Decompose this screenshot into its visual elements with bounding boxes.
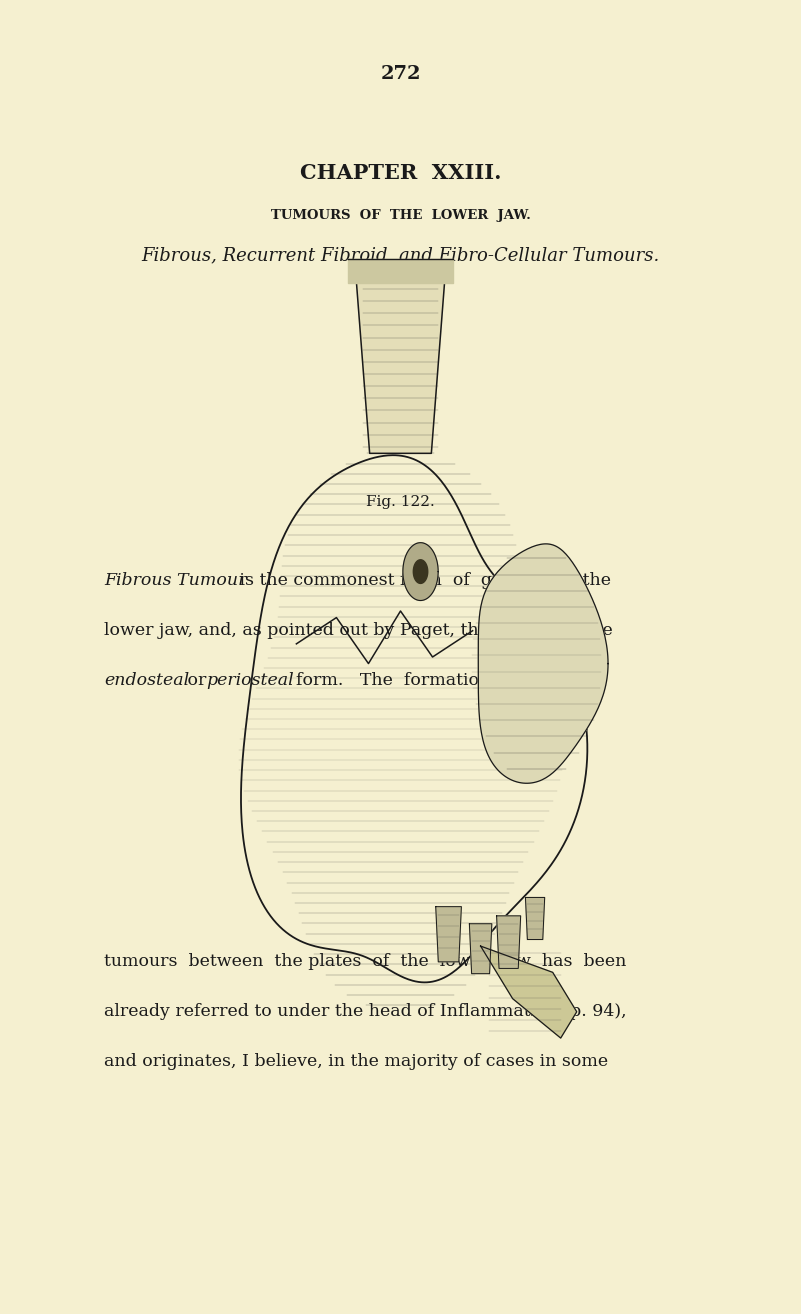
Polygon shape (241, 455, 587, 983)
Text: tumours  between  the plates  of  the  lower  jaw  has  been: tumours between the plates of the lower … (104, 954, 626, 970)
Text: lower jaw, and, as pointed out by Paget, this may take the: lower jaw, and, as pointed out by Paget,… (104, 623, 613, 639)
Text: is the commonest form  of  growth  in  the: is the commonest form of growth in the (234, 573, 611, 589)
Text: and originates, I believe, in the majority of cases in some: and originates, I believe, in the majori… (104, 1054, 608, 1070)
Text: endosteal: endosteal (104, 673, 189, 689)
Text: Fibrous Tumour: Fibrous Tumour (104, 573, 247, 589)
Text: 272: 272 (380, 64, 421, 83)
Text: form.   The  formation  of  fibrous: form. The formation of fibrous (285, 673, 591, 689)
Polygon shape (469, 924, 492, 974)
Polygon shape (403, 543, 438, 600)
Text: Fibrous, Recurrent Fibroid, and Fibro-Cellular Tumours.: Fibrous, Recurrent Fibroid, and Fibro-Ce… (141, 246, 660, 264)
Text: periosteal: periosteal (207, 673, 294, 689)
Polygon shape (481, 946, 577, 1038)
Text: Fig. 122.: Fig. 122. (366, 495, 435, 509)
Polygon shape (478, 544, 608, 783)
Polygon shape (525, 897, 545, 940)
Polygon shape (436, 907, 461, 962)
Text: or: or (182, 673, 211, 689)
Text: CHAPTER  XXIII.: CHAPTER XXIII. (300, 163, 501, 184)
Text: TUMOURS  OF  THE  LOWER  JAW.: TUMOURS OF THE LOWER JAW. (271, 209, 530, 222)
Text: already referred to under the head of Inflammation (p. 94),: already referred to under the head of In… (104, 1004, 626, 1020)
Polygon shape (413, 560, 428, 583)
Polygon shape (356, 283, 445, 453)
Polygon shape (497, 916, 521, 968)
